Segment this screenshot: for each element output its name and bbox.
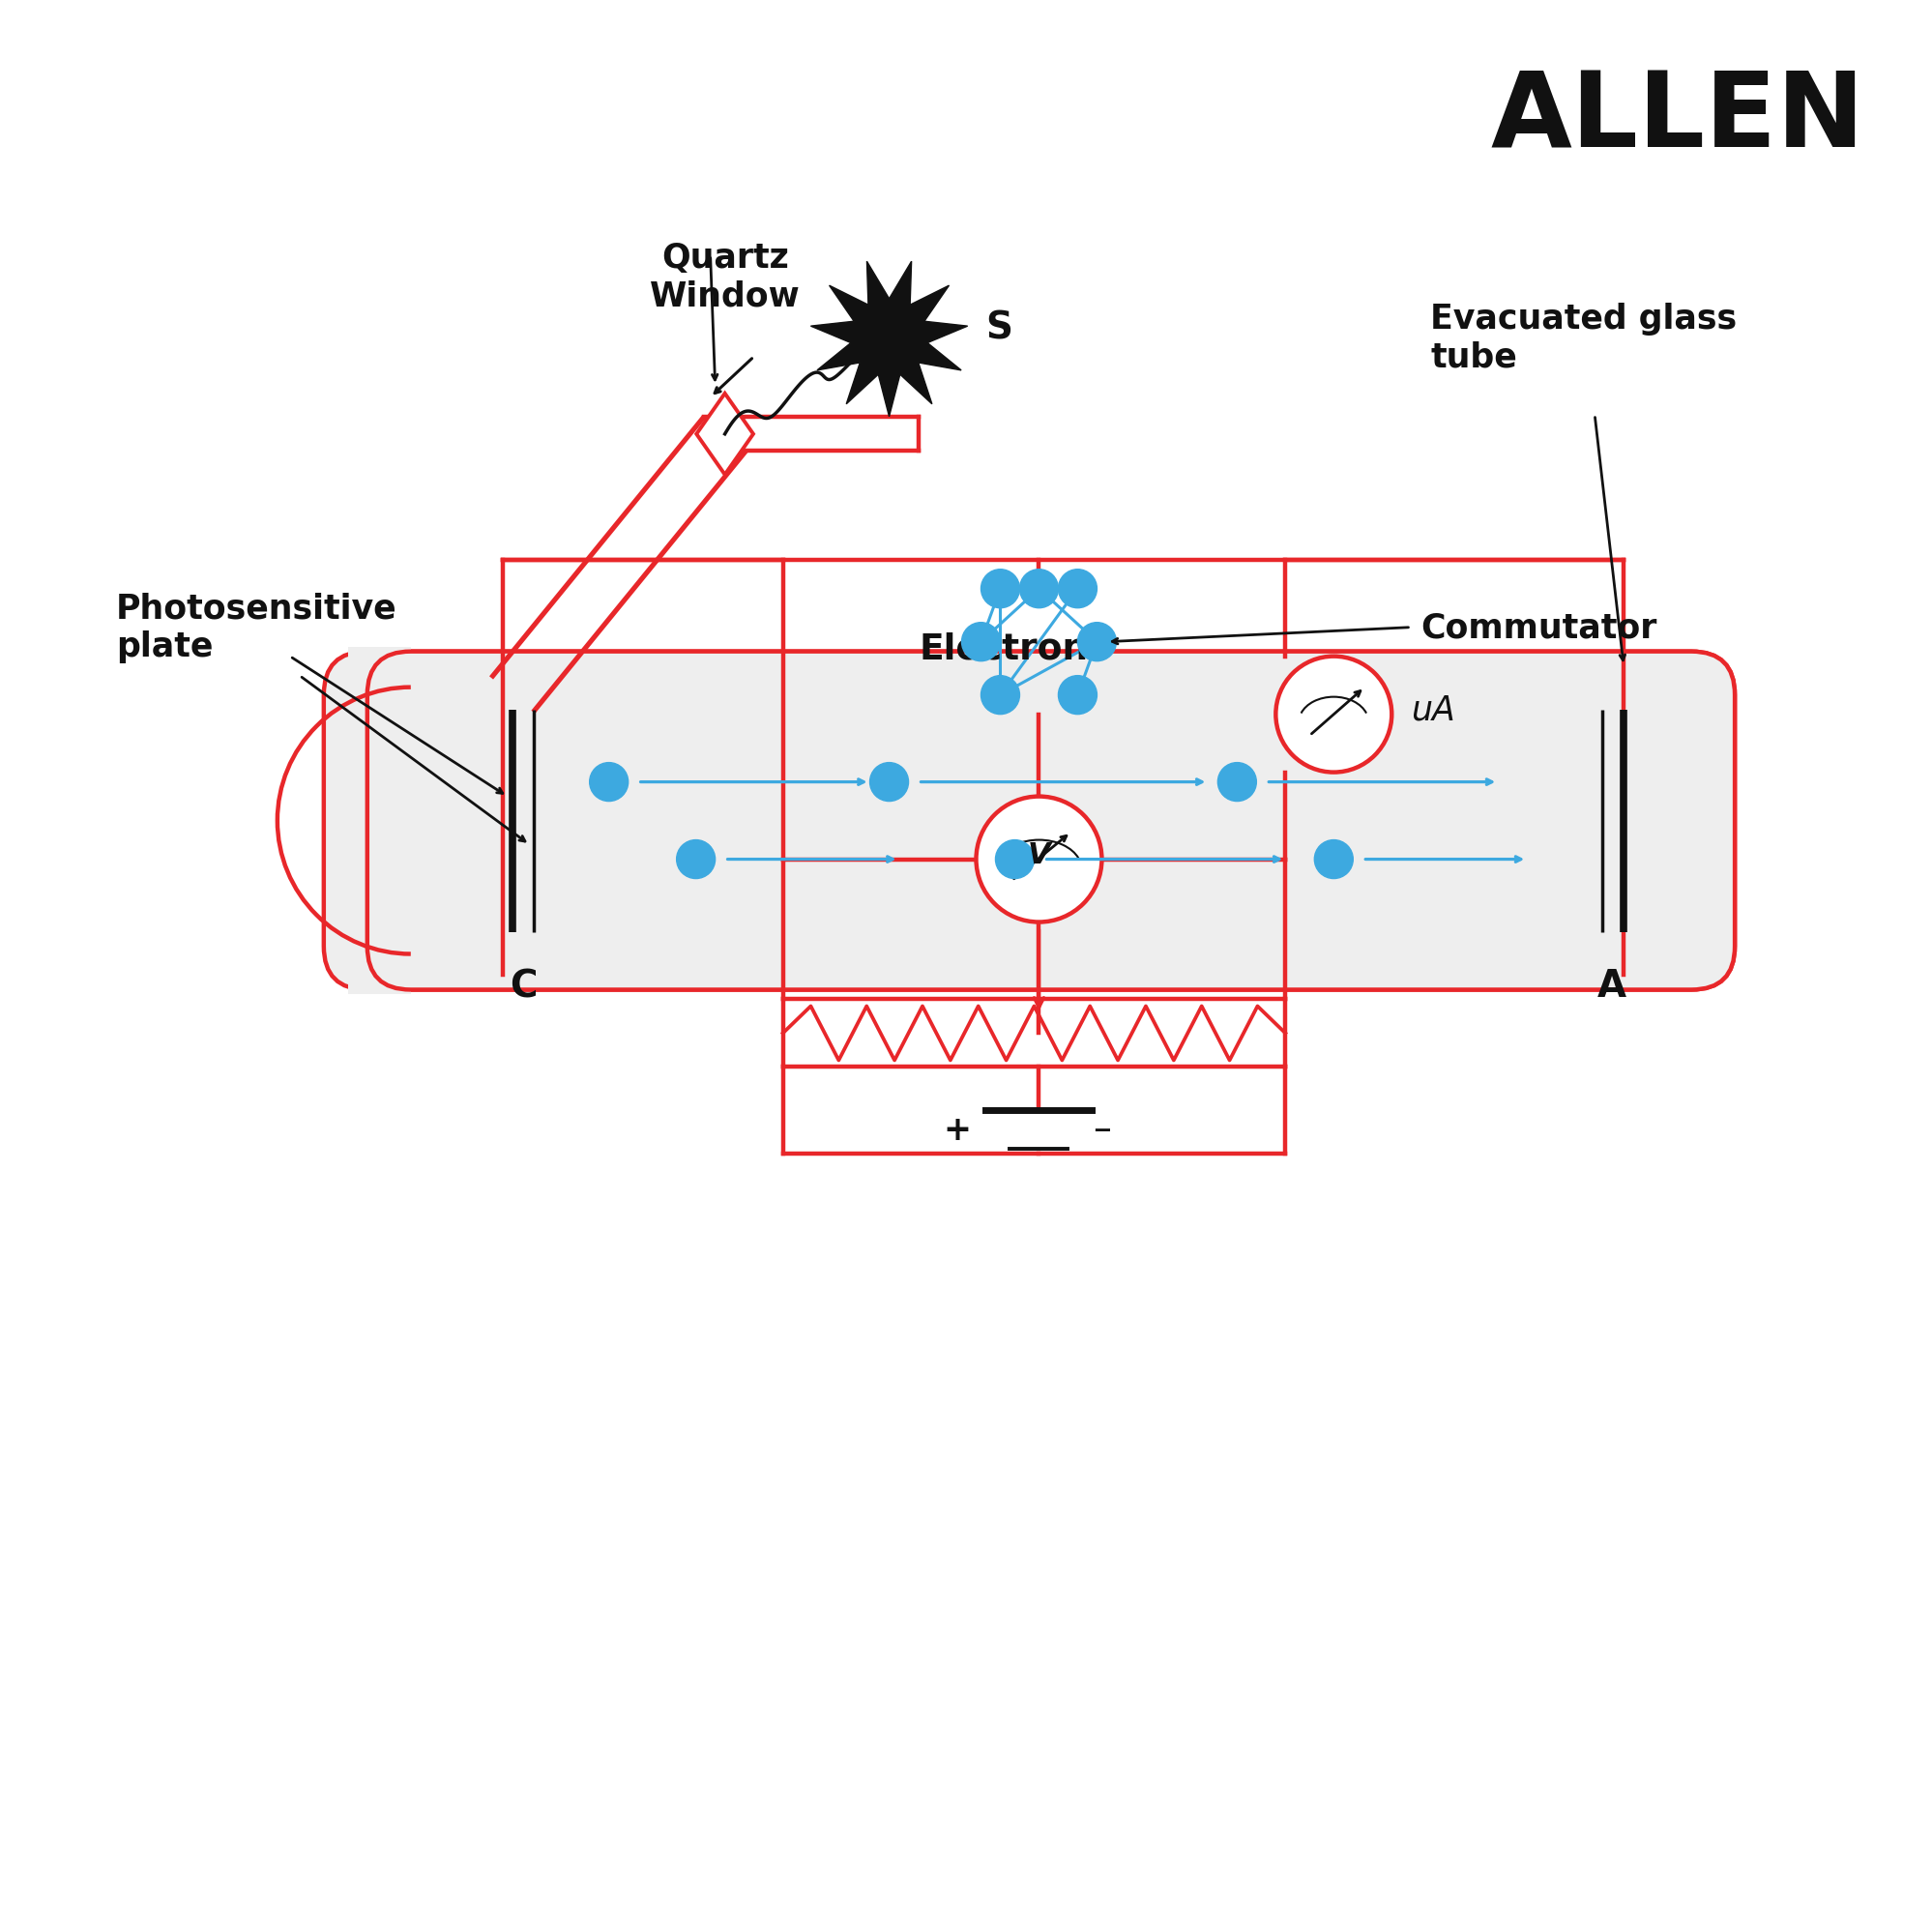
Circle shape (589, 763, 628, 802)
Text: Evacuated glass
tube: Evacuated glass tube (1430, 303, 1737, 373)
Text: C: C (510, 968, 537, 1005)
Circle shape (1275, 657, 1391, 773)
Text: ALLEN: ALLEN (1490, 68, 1864, 170)
Circle shape (1314, 840, 1352, 879)
Circle shape (676, 840, 715, 879)
Circle shape (1059, 570, 1097, 609)
Text: uA: uA (1410, 694, 1455, 726)
Circle shape (980, 676, 1020, 715)
Circle shape (976, 796, 1101, 922)
Circle shape (1059, 676, 1097, 715)
Text: –: – (1092, 1113, 1111, 1148)
Polygon shape (348, 647, 412, 995)
Circle shape (869, 763, 908, 802)
Text: +: + (943, 1113, 970, 1148)
Polygon shape (696, 394, 753, 475)
Circle shape (962, 622, 1001, 661)
Text: V: V (1028, 840, 1049, 869)
FancyBboxPatch shape (367, 653, 1735, 989)
Circle shape (995, 840, 1034, 879)
Polygon shape (810, 263, 968, 417)
FancyBboxPatch shape (325, 653, 1735, 989)
Text: A: A (1596, 968, 1627, 1005)
Circle shape (1078, 622, 1117, 661)
Text: ALLEN: ALLEN (344, 653, 1588, 989)
Text: S: S (985, 309, 1012, 348)
Text: Commutator: Commutator (1420, 611, 1656, 645)
Text: Quartz
Window: Quartz Window (649, 242, 800, 313)
Circle shape (1217, 763, 1256, 802)
Circle shape (1020, 570, 1059, 609)
Circle shape (980, 570, 1020, 609)
Text: Electrons: Electrons (920, 632, 1109, 667)
Text: Photosensitive
plate: Photosensitive plate (116, 593, 396, 663)
